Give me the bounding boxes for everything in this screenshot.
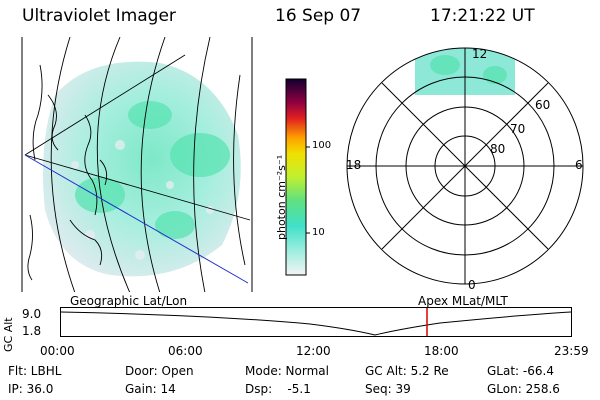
apex-title: Apex MLat/MLT — [418, 294, 508, 308]
lat-label-60: 60 — [535, 98, 551, 112]
gain-status: Gain: 14 — [125, 382, 176, 396]
glat-status: GLat: -66.4 — [487, 364, 554, 378]
geographic-image — [21, 37, 253, 292]
x-tick-1800: 18:00 — [424, 344, 459, 358]
dsp-status: Dsp: -5.1 — [245, 382, 311, 396]
y-tick-1-8: 1.8 — [22, 324, 42, 338]
ip-status: IP: 36.0 — [8, 382, 54, 396]
mlt-label-18: 18 — [346, 158, 362, 172]
color-scale — [285, 78, 310, 276]
altitude-curve — [60, 311, 572, 336]
x-tick-2359: 23:59 — [554, 344, 589, 358]
gc-alt-status: GC Alt: 5.2 Re — [365, 364, 449, 378]
date-label: 16 Sep 07 — [275, 6, 362, 26]
filter-status: Flt: LBHL — [8, 364, 62, 378]
mlt-label-0: 0 — [468, 278, 476, 292]
colorbar-unit-label: photon cm⁻²s⁻¹ — [275, 154, 288, 240]
lat-label-70: 70 — [510, 122, 526, 136]
mlt-label-12: 12 — [472, 47, 488, 61]
glon-status: GLon: 258.6 — [487, 382, 560, 396]
geographic-title: Geographic Lat/Lon — [70, 294, 188, 308]
orbit-timeline — [60, 307, 572, 337]
geo-grid — [24, 37, 251, 292]
polar-plot — [346, 47, 584, 285]
time-label: 17:21:22 UT — [430, 6, 535, 26]
gc-alt-axis-label: GC Alt — [2, 317, 15, 352]
mode-status: Mode: Normal — [245, 364, 329, 378]
y-tick-9: 9.0 — [22, 307, 42, 321]
x-tick-1200: 12:00 — [296, 344, 331, 358]
color-bar — [285, 78, 307, 276]
colorbar-tick-10: 10 — [312, 227, 325, 238]
mlt-label-6: 6 — [575, 158, 583, 172]
seq-status: Seq: 39 — [365, 382, 411, 396]
x-tick-0000: 00:00 — [40, 344, 75, 358]
door-status: Door: Open — [125, 364, 194, 378]
x-tick-0600: 06:00 — [168, 344, 203, 358]
lat-label-80: 80 — [490, 142, 506, 156]
terminator-line — [24, 154, 249, 284]
instrument-title: Ultraviolet Imager — [22, 6, 176, 26]
colorbar-tick-100: 100 — [312, 140, 332, 151]
